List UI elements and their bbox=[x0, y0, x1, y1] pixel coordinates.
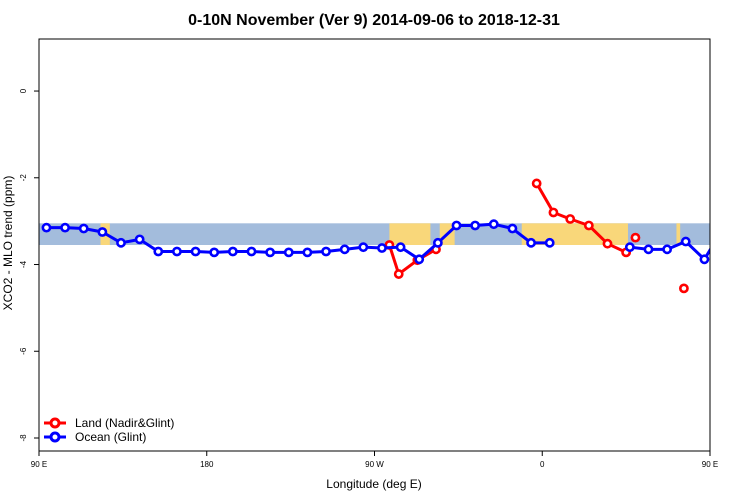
x-tick-label: 90 W bbox=[365, 460, 384, 469]
ocean-data-point bbox=[209, 247, 220, 258]
series-group bbox=[41, 178, 745, 294]
ocean-data-point bbox=[339, 244, 350, 255]
ocean-data-point bbox=[544, 237, 555, 248]
ocean-data-point bbox=[246, 246, 257, 257]
x-tick-label: 180 bbox=[200, 460, 214, 469]
ocean-data-point bbox=[116, 237, 126, 248]
legend-land-marker bbox=[49, 417, 61, 429]
ocean-data-point bbox=[624, 242, 635, 253]
ocean-data-point bbox=[451, 220, 462, 231]
land-data-point bbox=[548, 207, 559, 218]
y-tick-label: -2 bbox=[19, 174, 28, 182]
ocean-data-point bbox=[134, 234, 145, 245]
ocean-data-point bbox=[680, 236, 691, 247]
land-data-point bbox=[393, 269, 404, 279]
ocean-data-point bbox=[719, 225, 726, 232]
legend-ocean-label: Ocean (Glint) bbox=[75, 430, 146, 444]
y-tick-label: 0 bbox=[19, 88, 28, 93]
land-patch bbox=[676, 223, 681, 245]
ocean-data-point bbox=[643, 244, 654, 255]
ocean-data-point bbox=[699, 254, 710, 265]
y-tick-label: -8 bbox=[19, 434, 28, 442]
ocean-series-line bbox=[46, 222, 550, 261]
ocean-data-point bbox=[488, 219, 499, 230]
x-tick-label: 0 bbox=[540, 460, 545, 469]
series-layer bbox=[41, 178, 745, 294]
ocean-data-point bbox=[321, 246, 331, 257]
ocean-data-point bbox=[395, 242, 406, 253]
ocean-data-point bbox=[97, 227, 108, 237]
y-axis-label: XCO2 - MLO trend (ppm) bbox=[1, 176, 15, 311]
ocean-data-point bbox=[358, 242, 369, 253]
ocean-data-point bbox=[507, 223, 518, 234]
land-data-point bbox=[602, 238, 613, 249]
land-data-point bbox=[565, 214, 576, 224]
land-data-point bbox=[583, 220, 594, 231]
ocean-data-point bbox=[283, 247, 294, 258]
ocean-data-point bbox=[470, 220, 481, 231]
ocean-data-point bbox=[302, 247, 313, 258]
ocean-data-point bbox=[414, 254, 425, 265]
land-data-point bbox=[679, 283, 689, 294]
ocean-data-point bbox=[265, 247, 276, 258]
legend-land-label: Land (Nadir&Glint) bbox=[75, 416, 174, 430]
ocean-data-point bbox=[172, 246, 182, 257]
ocean-data-point bbox=[662, 244, 673, 255]
ocean-data-point bbox=[190, 246, 201, 257]
plot-frame bbox=[38, 38, 711, 452]
ocean-data-point bbox=[153, 246, 164, 257]
ocean-series-line bbox=[629, 240, 710, 261]
y-tick-label: -6 bbox=[19, 347, 28, 355]
ocean-data-point bbox=[432, 237, 443, 248]
ocean-data-point bbox=[41, 222, 52, 233]
ocean-data-point bbox=[227, 246, 238, 257]
land-data-point bbox=[531, 178, 542, 189]
x-tick-label: 90 E bbox=[31, 460, 47, 469]
legend: Land (Nadir&Glint) Ocean (Glint) bbox=[44, 416, 174, 444]
land-patch bbox=[389, 223, 431, 245]
legend-ocean-marker bbox=[49, 431, 61, 443]
ocean-data-point bbox=[738, 225, 745, 232]
ocean-data-point bbox=[60, 222, 70, 233]
land-data-point bbox=[630, 232, 641, 243]
axes: 90 E 180 90 W 0 90 E 0 -2 -4 -6 -8 bbox=[19, 88, 718, 469]
x-tick-label: 90 E bbox=[702, 460, 718, 469]
ocean-data-point bbox=[78, 223, 89, 234]
ocean-data-point bbox=[526, 237, 536, 248]
ocean-data-point bbox=[377, 243, 387, 253]
chart-title: 0-10N November (Ver 9) 2014-09-06 to 201… bbox=[188, 12, 560, 29]
land-series-line bbox=[387, 244, 437, 276]
y-tick-label: -4 bbox=[19, 260, 28, 268]
x-axis-label: Longitude (deg E) bbox=[326, 477, 421, 491]
